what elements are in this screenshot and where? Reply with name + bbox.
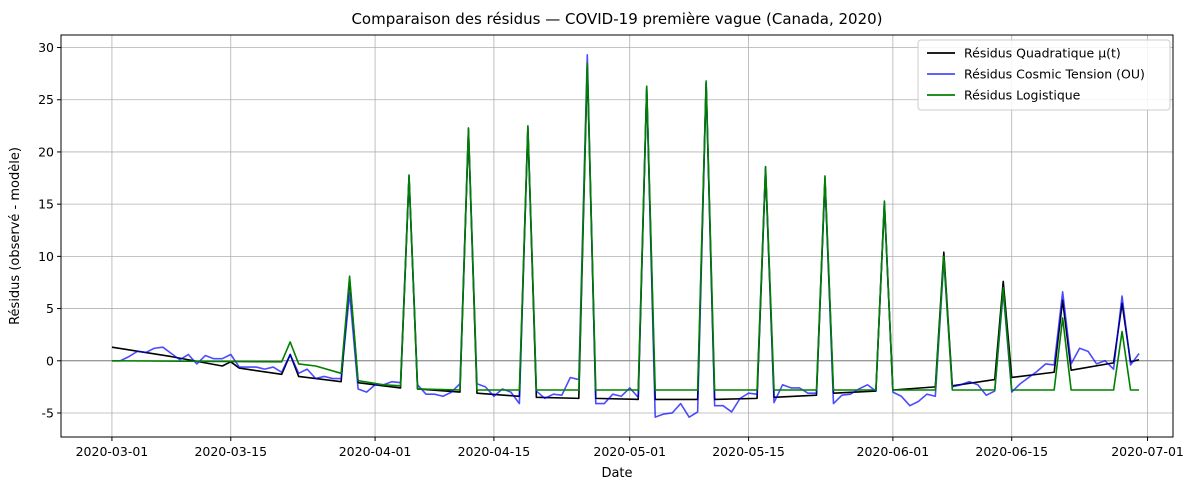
series-layer [61,54,1173,418]
x-axis: 2020-03-01 2020-03-15 2020-04-01 2020-04-15… [76,437,1184,459]
series-line-2 [111,54,1140,418]
legend-label: Résidus Logistique [964,88,1081,103]
plot-area [61,54,1173,418]
y-tick-label: 30 [38,40,54,55]
y-tick-label: 5 [46,301,54,316]
x-tick-label: 2020-03-01 [76,444,149,459]
plot-frame [60,34,1174,438]
x-tick-label: 2020-06-01 [857,444,930,459]
x-tick-label: 2020-04-15 [458,444,531,459]
y-tick-label: 10 [38,249,54,264]
x-tick-label: 2020-06-15 [975,444,1048,459]
legend-label: Résidus Cosmic Tension (OU) [964,67,1145,82]
x-tick-label: 2020-07-01 [1111,444,1184,459]
y-tick-label: 0 [46,353,54,368]
y-axis: -5 0 5 10 15 20 25 30 [38,40,61,420]
legend-box [917,39,1171,111]
legend-label: Résidus Quadratique μ(t) [964,46,1121,61]
series-line-3 [111,62,1140,391]
x-tick-label: 2020-05-01 [593,444,666,459]
x-tick-label: 2020-05-15 [712,444,785,459]
y-tick-label: 20 [38,144,54,159]
x-axis-label: Date [601,466,632,481]
legend: Résidus Quadratique μ(t) Résidus Cosmic T… [917,39,1171,111]
y-tick-label: 25 [38,92,54,107]
x-tick-label: 2020-03-15 [194,444,267,459]
y-tick-label: -5 [42,405,54,420]
y-axis-label: Résidus (observé - modèle) [8,147,23,325]
x-tick-label: 2020-04-01 [339,444,412,459]
y-tick-label: 15 [38,197,54,212]
chart-title: Comparaison des résidus — COVID-19 premi… [351,10,882,28]
